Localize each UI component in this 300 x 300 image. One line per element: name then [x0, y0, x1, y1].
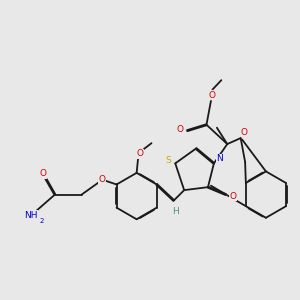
Text: O: O: [209, 91, 216, 100]
Text: O: O: [240, 128, 247, 137]
Text: O: O: [176, 125, 183, 134]
Text: N: N: [217, 154, 223, 164]
Text: S: S: [165, 156, 171, 165]
Text: O: O: [99, 175, 106, 184]
Text: O: O: [230, 192, 237, 201]
Text: O: O: [40, 169, 46, 178]
Text: 2: 2: [39, 218, 44, 224]
Text: NH: NH: [24, 211, 38, 220]
Text: O: O: [137, 149, 144, 158]
Text: H: H: [172, 207, 178, 216]
